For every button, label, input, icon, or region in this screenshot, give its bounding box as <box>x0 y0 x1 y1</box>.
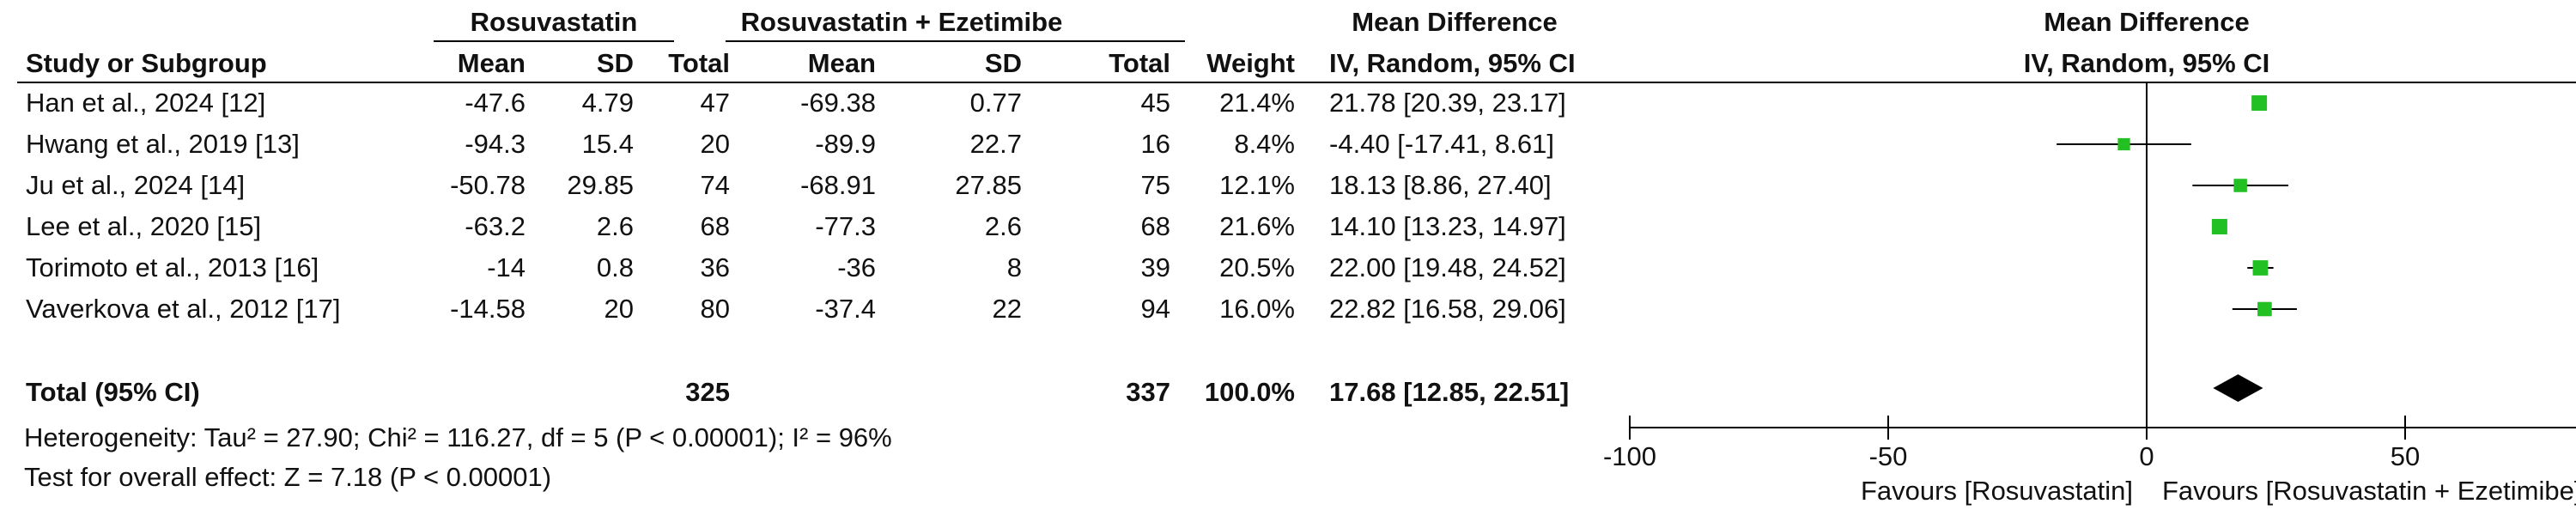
weight-value: 20.5% <box>1219 252 1295 282</box>
total2-value: 45 <box>1141 88 1170 118</box>
sd1-value: 0.8 <box>597 252 634 282</box>
study-name: Lee et al., 2020 [15] <box>26 211 261 241</box>
weight-value: 8.4% <box>1234 129 1295 159</box>
total-n2: 337 <box>1126 377 1170 407</box>
total1-value: 74 <box>701 170 730 200</box>
sd1-value: 2.6 <box>597 211 634 241</box>
total-n1: 325 <box>685 377 730 407</box>
mean2-value: -68.91 <box>800 170 876 200</box>
study-col-header: Study or Subgroup <box>26 48 267 78</box>
total2-value: 16 <box>1141 129 1170 159</box>
weight-value: 21.6% <box>1219 211 1295 241</box>
sd1-value: 29.85 <box>567 170 634 200</box>
sd1-value: 20 <box>605 294 634 324</box>
total1-value: 36 <box>701 252 730 282</box>
md-ci-value: 21.78 [20.39, 23.17] <box>1329 88 1566 118</box>
table-row: Han et al., 2024 [12] -47.6 4.79 47 -69.38 0.… <box>26 88 1566 118</box>
plot-title: Mean Difference <box>2044 7 2249 37</box>
md-title: Mean Difference <box>1352 7 1557 37</box>
md-method-header: IV, Random, 95% CI <box>1329 48 1576 78</box>
mean1-value: -63.2 <box>465 211 526 241</box>
table-row: Lee et al., 2020 [15] -63.2 2.6 68 -77.3 2.6 6… <box>26 211 1566 241</box>
study-name: Torimoto et al., 2013 [16] <box>26 252 319 282</box>
sd2-col-header: SD <box>985 48 1022 78</box>
total2-value: 68 <box>1141 211 1170 241</box>
x-tick-label: 0 <box>2139 441 2154 471</box>
table-row: Ju et al., 2024 [14] -50.78 29.85 74 -68.91 2… <box>26 170 1552 200</box>
favours-right-label: Favours [Rosuvastatin + Ezetimibe] <box>2162 476 2576 506</box>
heterogeneity-text: Heterogeneity: Tau² = 27.90; Chi² = 116.… <box>24 422 892 452</box>
total1-value: 68 <box>701 211 730 241</box>
mean2-value: -77.3 <box>815 211 876 241</box>
study-name: Ju et al., 2024 [14] <box>26 170 245 200</box>
plot-method-header: IV, Random, 95% CI <box>2024 48 2270 78</box>
mean2-value: -36 <box>837 252 876 282</box>
total1-value: 47 <box>701 88 730 118</box>
table-row: Hwang et al., 2019 [13] -94.3 15.4 20 -89.9 2… <box>26 129 1554 159</box>
group2-header: Rosuvastatin + Ezetimibe <box>741 7 1063 37</box>
mean1-value: -47.6 <box>465 88 526 118</box>
md-ci-value: -4.40 [-17.41, 8.61] <box>1329 129 1554 159</box>
table-row: Vaverkova et al., 2012 [17] -14.58 20 80 -37… <box>26 294 1566 324</box>
x-tick-label: 50 <box>2391 441 2420 471</box>
mean1-value: -14 <box>487 252 526 282</box>
plot-area: -100-50050100 <box>1603 82 2576 471</box>
weight-value: 16.0% <box>1219 294 1295 324</box>
mean2-col-header: Mean <box>808 48 876 78</box>
overall-effect-text: Test for overall effect: Z = 7.18 (P < 0… <box>24 462 551 492</box>
mean2-value: -37.4 <box>815 294 876 324</box>
study-point-marker <box>2211 219 2227 234</box>
mean2-value: -69.38 <box>800 88 876 118</box>
total2-value: 94 <box>1141 294 1170 324</box>
total1-value: 20 <box>701 129 730 159</box>
md-ci-value: 18.13 [8.86, 27.40] <box>1329 170 1552 200</box>
weight-value: 21.4% <box>1219 88 1295 118</box>
study-name: Vaverkova et al., 2012 [17] <box>26 294 341 324</box>
total1-col-header: Total <box>668 48 730 78</box>
sd1-value: 4.79 <box>582 88 634 118</box>
total1-value: 80 <box>701 294 730 324</box>
md-ci-value: 22.82 [16.58, 29.06] <box>1329 294 1566 324</box>
sd2-value: 22.7 <box>970 129 1022 159</box>
sd2-value: 22 <box>993 294 1022 324</box>
mean1-value: -94.3 <box>465 129 526 159</box>
study-name: Hwang et al., 2019 [13] <box>26 129 300 159</box>
mean2-value: -89.9 <box>815 129 876 159</box>
total2-value: 39 <box>1141 252 1170 282</box>
study-name: Han et al., 2024 [12] <box>26 88 265 118</box>
total2-value: 75 <box>1141 170 1170 200</box>
table-row: Torimoto et al., 2013 [16] -14 0.8 36 -36 8 39… <box>26 252 1566 282</box>
x-tick-label: -50 <box>1869 441 1908 471</box>
mean1-value: -14.58 <box>450 294 526 324</box>
sd2-value: 0.77 <box>970 88 1022 118</box>
study-point-marker <box>2233 179 2247 192</box>
total-ci-text: 17.68 [12.85, 22.51] <box>1329 377 1569 407</box>
sd1-col-header: SD <box>597 48 634 78</box>
sd2-value: 8 <box>1007 252 1022 282</box>
sd1-value: 15.4 <box>582 129 634 159</box>
group1-header: Rosuvastatin <box>471 7 638 37</box>
mean1-value: -50.78 <box>450 170 526 200</box>
total2-col-header: Total <box>1109 48 1170 78</box>
md-ci-value: 22.00 [19.48, 24.52] <box>1329 252 1566 282</box>
study-point-marker <box>2257 301 2272 317</box>
total-weight: 100.0% <box>1205 377 1295 407</box>
favours-left-label: Favours [Rosuvastatin] <box>1861 476 2133 506</box>
study-point-marker <box>2117 137 2130 151</box>
study-point-marker <box>2252 260 2269 276</box>
pooled-diamond <box>2213 374 2263 402</box>
study-point-marker <box>2251 95 2268 111</box>
mean1-col-header: Mean <box>458 48 526 78</box>
weight-col-header: Weight <box>1206 48 1295 78</box>
sd2-value: 27.85 <box>955 170 1022 200</box>
md-ci-value: 14.10 [13.23, 14.97] <box>1329 211 1566 241</box>
total-label: Total (95% CI) <box>26 377 200 407</box>
weight-value: 12.1% <box>1219 170 1295 200</box>
x-tick-label: -100 <box>1603 441 1656 471</box>
sd2-value: 2.6 <box>985 211 1022 241</box>
